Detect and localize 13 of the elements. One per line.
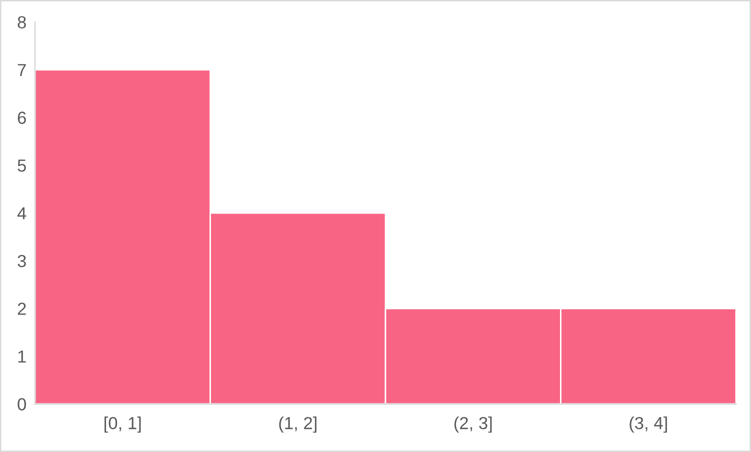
y-tick-label: 2 bbox=[18, 302, 26, 315]
y-tick-label: 6 bbox=[18, 112, 26, 124]
x-tick-label: (3, 4] bbox=[630, 416, 667, 433]
y-tick-label: 0 bbox=[18, 398, 26, 410]
y-tick-label: 8 bbox=[18, 16, 26, 28]
y-tick-label: 3 bbox=[18, 254, 26, 268]
y-tick-label: 1 bbox=[18, 350, 26, 363]
x-tick-label: [0, 1] bbox=[104, 416, 141, 433]
y-tick-label: 7 bbox=[18, 64, 26, 76]
y-tick-label: 5 bbox=[18, 160, 26, 172]
x-tick-label: (1, 2] bbox=[279, 416, 316, 433]
x-tick-label: (2, 3] bbox=[454, 416, 492, 433]
y-tick-label: 4 bbox=[17, 207, 26, 220]
